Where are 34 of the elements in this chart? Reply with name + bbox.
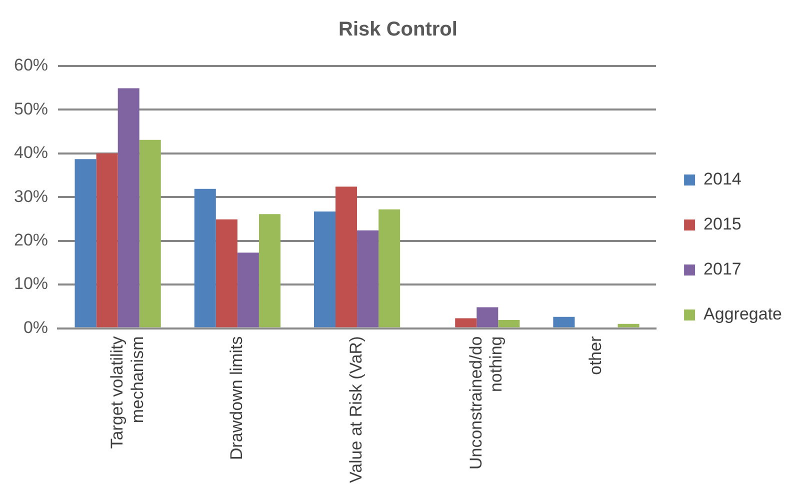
x-tick-label: Value at Risk (VaR) xyxy=(346,336,366,483)
y-tick-label: 60% xyxy=(14,56,48,75)
legend-label: 2015 xyxy=(704,214,742,234)
x-tick-label: Drawdown limits xyxy=(227,336,246,460)
legend-label: 2017 xyxy=(704,260,742,279)
x-tick-label: Unconstrained/do nothing xyxy=(466,336,506,470)
bar xyxy=(455,318,477,328)
bar xyxy=(357,230,379,328)
bar xyxy=(553,316,575,328)
bar xyxy=(476,307,498,328)
legend-label: Aggregate xyxy=(704,304,782,324)
chart-title: Risk Control xyxy=(338,18,458,41)
y-tick-label: 30% xyxy=(14,186,48,206)
bar xyxy=(258,214,280,328)
y-tick-label: 40% xyxy=(14,143,48,162)
bar xyxy=(96,153,118,328)
bar xyxy=(118,88,140,328)
y-tick-label: 10% xyxy=(14,274,48,294)
x-tick-label: other xyxy=(586,336,605,375)
bar xyxy=(314,212,336,328)
bar xyxy=(74,159,96,328)
legend-label: 2014 xyxy=(704,170,742,189)
bar xyxy=(216,219,238,328)
bar xyxy=(237,252,259,328)
bar xyxy=(139,140,161,328)
bar xyxy=(194,188,216,328)
y-tick-label: 0% xyxy=(23,318,48,337)
bar xyxy=(618,324,640,328)
y-tick-label: 20% xyxy=(14,230,48,250)
y-tick-label: 50% xyxy=(14,99,48,118)
bar xyxy=(378,209,400,328)
bar xyxy=(336,186,358,328)
bar xyxy=(498,320,520,328)
x-tick-label: Target volatility mechanism xyxy=(108,336,147,449)
